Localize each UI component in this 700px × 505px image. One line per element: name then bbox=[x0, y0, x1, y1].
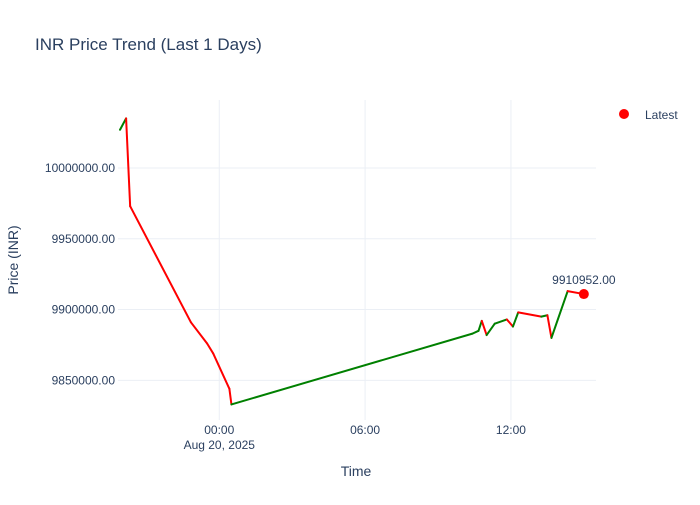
price-segment-down bbox=[189, 321, 209, 345]
y-tick-label: 9950000.00 bbox=[52, 232, 116, 246]
price-segment-down bbox=[129, 205, 192, 324]
latest-price-marker[interactable] bbox=[578, 289, 589, 300]
chart-title: INR Price Trend (Last 1 Days) bbox=[35, 35, 262, 54]
y-tick-label: 10000000.00 bbox=[45, 161, 115, 175]
price-segment-down bbox=[206, 342, 215, 355]
price-segment-down bbox=[517, 311, 543, 318]
price-segment-up bbox=[511, 311, 520, 328]
series-layer bbox=[119, 117, 585, 406]
price-segment-down bbox=[480, 319, 488, 337]
price-segment-up bbox=[540, 314, 549, 318]
price-segment-down bbox=[212, 352, 231, 390]
price-segment-up bbox=[119, 117, 128, 131]
price-segment-down bbox=[505, 318, 514, 328]
x-tick-sublabel: Aug 20, 2025 bbox=[184, 438, 256, 452]
marker-layer: 9910952.00 bbox=[552, 273, 616, 300]
legend-marker-latest bbox=[619, 109, 629, 119]
y-tick-label: 9900000.00 bbox=[52, 303, 116, 317]
price-segment-down bbox=[125, 117, 132, 208]
x-tick-label: 12:00 bbox=[496, 423, 526, 437]
x-axis-title: Time bbox=[341, 463, 372, 479]
y-axis-title: Price (INR) bbox=[5, 225, 21, 294]
price-segment-up bbox=[485, 322, 496, 337]
y-tick-label: 9850000.00 bbox=[52, 373, 116, 387]
legend-label-latest: Latest bbox=[645, 108, 678, 122]
legend[interactable]: Latest bbox=[619, 108, 678, 122]
price-segment-up bbox=[493, 318, 508, 325]
price-segment-up bbox=[471, 329, 480, 335]
price-segment-down bbox=[228, 387, 233, 406]
price-segment-up bbox=[477, 319, 483, 332]
x-tick-label: 06:00 bbox=[350, 423, 380, 437]
price-segment-up bbox=[550, 290, 569, 339]
price-segment-down bbox=[546, 314, 553, 339]
latest-price-label: 9910952.00 bbox=[552, 273, 616, 287]
x-tick-label: 00:00 bbox=[204, 423, 234, 437]
grid-layer bbox=[118, 100, 596, 420]
price-segment-up bbox=[230, 332, 474, 406]
